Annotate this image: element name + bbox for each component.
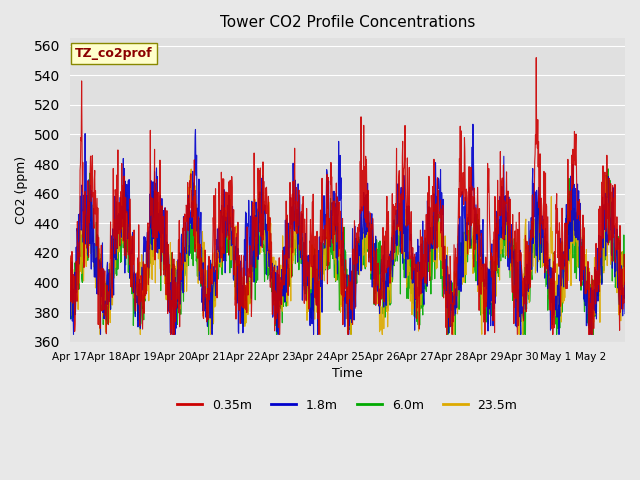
Title: Tower CO2 Profile Concentrations: Tower CO2 Profile Concentrations [220, 15, 475, 30]
Text: TZ_co2prof: TZ_co2prof [76, 47, 153, 60]
Y-axis label: CO2 (ppm): CO2 (ppm) [15, 156, 28, 224]
Legend: 0.35m, 1.8m, 6.0m, 23.5m: 0.35m, 1.8m, 6.0m, 23.5m [172, 394, 522, 417]
X-axis label: Time: Time [332, 367, 363, 380]
